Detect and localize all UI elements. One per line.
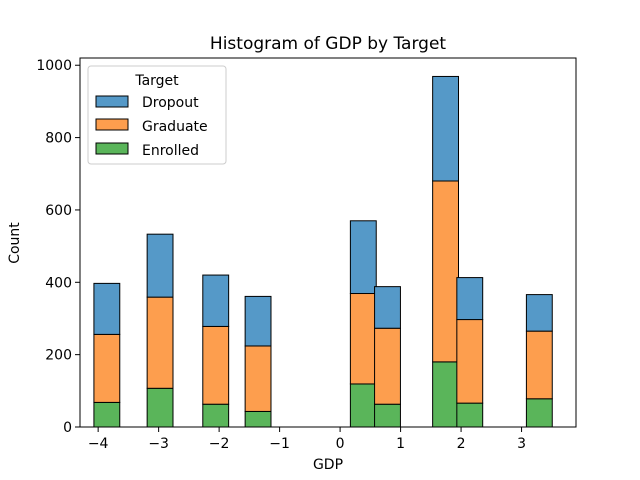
chart-title: Histogram of GDP by Target — [210, 34, 446, 54]
bar-dropout-3 — [244, 295, 272, 347]
bar-dropout-4 — [349, 220, 377, 295]
bar-dropout-5 — [374, 286, 401, 329]
x-tick-label: −4 — [88, 436, 109, 452]
bar-enrolled-8 — [525, 398, 553, 428]
bar-enrolled-6 — [432, 361, 460, 428]
x-tick-label: 1 — [396, 436, 405, 452]
bar-graduate-5 — [374, 327, 401, 405]
x-axis-label: GDP — [313, 457, 343, 473]
legend-label-graduate: Graduate — [142, 119, 208, 135]
y-tick-label: 1000 — [36, 58, 72, 74]
bar-enrolled-7 — [456, 402, 484, 428]
legend-box — [87, 65, 227, 165]
bar-graduate-0 — [93, 333, 121, 403]
bar-graduate-8 — [525, 330, 553, 400]
bar-graduate-1 — [146, 296, 174, 389]
bar-graduate-3 — [244, 345, 272, 412]
y-axis-label: Count — [7, 222, 23, 264]
x-tick-label: −2 — [209, 436, 230, 452]
legend-swatch-graduate — [95, 118, 129, 131]
x-tick-label: 3 — [517, 436, 526, 452]
bar-dropout-1 — [146, 233, 174, 298]
bar-dropout-2 — [202, 274, 230, 327]
x-tick-label: −1 — [269, 436, 290, 452]
bar-dropout-7 — [456, 277, 484, 321]
bar-graduate-2 — [202, 325, 230, 405]
bar-graduate-4 — [349, 293, 377, 385]
bar-enrolled-0 — [93, 401, 121, 428]
x-tick-label: 0 — [336, 436, 345, 452]
y-tick-label: 400 — [45, 275, 72, 291]
bar-enrolled-5 — [374, 403, 401, 428]
bar-enrolled-2 — [202, 403, 230, 428]
x-tick-label: −3 — [148, 436, 169, 452]
y-tick-label: 600 — [45, 203, 72, 219]
bar-enrolled-1 — [146, 387, 174, 428]
legend-label-enrolled: Enrolled — [142, 143, 199, 159]
x-axis: −4 −3 −2 −1 0 1 2 3 — [88, 427, 526, 452]
legend-swatch-dropout — [95, 95, 129, 108]
bar-dropout-0 — [93, 282, 121, 335]
plot-frame — [79, 57, 577, 428]
y-axis: 0 200 400 600 800 1000 — [36, 58, 80, 436]
bar-graduate-7 — [456, 319, 484, 404]
y-tick-label: 0 — [63, 420, 72, 436]
bars-layer — [93, 75, 553, 428]
bar-enrolled-3 — [244, 410, 272, 428]
y-tick-label: 200 — [45, 348, 72, 364]
legend-swatch-enrolled — [95, 142, 129, 155]
bar-dropout-6 — [432, 75, 460, 182]
legend-title: Target — [134, 73, 179, 89]
y-tick-label: 800 — [45, 131, 72, 147]
legend: Target Dropout Graduate Enrolled — [87, 65, 227, 165]
x-tick-label: 2 — [457, 436, 466, 452]
bar-graduate-6 — [432, 180, 460, 363]
bar-dropout-8 — [525, 294, 553, 332]
bar-enrolled-4 — [349, 383, 377, 428]
legend-label-dropout: Dropout — [142, 95, 199, 111]
